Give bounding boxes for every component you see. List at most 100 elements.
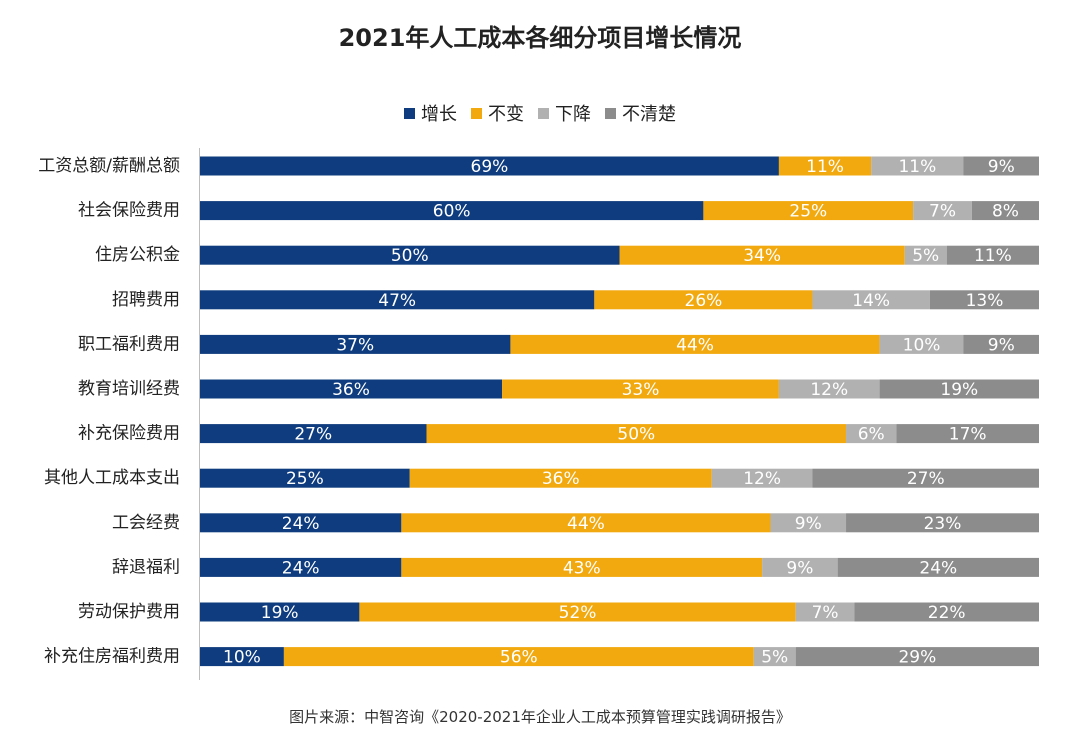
data-label-unchanged: 36%	[542, 469, 580, 489]
data-label-unchanged: 25%	[789, 202, 827, 222]
bar-segment-decrease	[913, 201, 972, 221]
data-label-unclear: 23%	[924, 514, 962, 534]
category-label: 辞退福利	[112, 557, 180, 577]
data-label-unchanged: 43%	[563, 558, 601, 578]
data-label-unchanged: 44%	[676, 335, 714, 355]
source-note: 图片来源：中智咨询《2020-2021年企业人工成本预算管理实践调研报告》	[289, 708, 791, 726]
bar-segment-unclear	[812, 468, 1039, 488]
data-label-unchanged: 34%	[743, 246, 781, 266]
data-label-unclear: 27%	[907, 469, 945, 489]
bar-segment-unclear	[879, 379, 1039, 399]
bar-segment-increase	[200, 201, 704, 221]
bar-segment-decrease	[846, 424, 897, 444]
bar-segment-unclear	[846, 513, 1039, 533]
bar-segment-unchanged	[510, 334, 880, 354]
data-label-increase: 19%	[261, 603, 299, 623]
category-label: 职工福利费用	[78, 334, 180, 354]
legend-item-unclear: 不清楚	[605, 100, 676, 126]
data-label-increase: 27%	[294, 425, 332, 445]
legend-label-decrease: 下降	[555, 104, 591, 125]
data-label-increase: 60%	[433, 202, 471, 222]
data-label-increase: 69%	[471, 157, 509, 177]
bar-segment-increase	[200, 602, 360, 622]
data-label-unclear: 29%	[898, 648, 936, 668]
bar-segment-increase	[200, 156, 779, 176]
data-label-unchanged: 26%	[685, 291, 723, 311]
bar-segment-unclear	[896, 424, 1039, 444]
bar-segment-unchanged	[619, 245, 905, 265]
category-label: 工资总额/薪酬总额	[38, 156, 180, 176]
bar-segment-unchanged	[778, 156, 872, 176]
bar-segment-unclear	[854, 602, 1039, 622]
data-label-decrease: 11%	[898, 157, 936, 177]
bar-segment-unclear	[963, 156, 1039, 176]
bar-segment-decrease	[879, 334, 964, 354]
data-label-unclear: 9%	[988, 157, 1015, 177]
bar-segment-increase	[200, 468, 410, 488]
data-label-increase: 24%	[282, 514, 320, 534]
bar-segment-unclear	[963, 334, 1039, 354]
bar-segment-increase	[200, 424, 427, 444]
data-label-unclear: 22%	[928, 603, 966, 623]
bar-segment-increase	[200, 379, 503, 399]
bar-segment-decrease	[770, 513, 847, 533]
bar-segment-unclear	[946, 245, 1039, 265]
data-label-unclear: 17%	[949, 425, 987, 445]
data-label-unclear: 8%	[992, 202, 1019, 222]
legend-item-increase: 增长	[404, 100, 457, 126]
bar-segment-increase	[200, 513, 402, 533]
data-label-increase: 25%	[286, 469, 324, 489]
data-label-decrease: 9%	[786, 558, 813, 578]
data-label-decrease: 5%	[912, 246, 939, 266]
legend-item-unchanged: 不变	[471, 100, 524, 126]
data-label-increase: 24%	[282, 558, 320, 578]
category-label: 住房公积金	[95, 245, 180, 265]
bar-segment-unchanged	[594, 290, 813, 310]
data-label-increase: 50%	[391, 246, 429, 266]
bar-segment-decrease	[904, 245, 947, 265]
bar-segment-increase	[200, 647, 284, 667]
data-label-unchanged: 44%	[567, 514, 605, 534]
data-label-decrease: 12%	[743, 469, 781, 489]
bar-segment-unclear	[795, 647, 1039, 667]
bar-segment-unchanged	[359, 602, 796, 622]
bar-segment-increase	[200, 557, 402, 577]
legend-label-unchanged: 不变	[488, 104, 524, 125]
bar-segment-unchanged	[409, 468, 712, 488]
data-label-unclear: 24%	[919, 558, 957, 578]
bar-segment-decrease	[795, 602, 855, 622]
bar-segment-unchanged	[401, 557, 763, 577]
category-label: 劳动保护费用	[78, 602, 180, 622]
data-label-unclear: 13%	[966, 291, 1004, 311]
data-label-increase: 37%	[336, 335, 374, 355]
data-label-unclear: 19%	[940, 380, 978, 400]
data-label-decrease: 10%	[903, 335, 941, 355]
category-label: 社会保险费用	[78, 201, 180, 221]
legend-swatch-unclear	[605, 107, 616, 119]
data-label-decrease: 6%	[858, 425, 885, 445]
legend-label-increase: 增长	[421, 104, 457, 125]
bar-segment-unchanged	[703, 201, 914, 221]
data-label-decrease: 7%	[929, 202, 956, 222]
data-label-increase: 10%	[223, 648, 261, 668]
bar-segment-decrease	[871, 156, 964, 176]
data-label-unchanged: 56%	[500, 648, 538, 668]
category-label: 教育培训经费	[78, 379, 180, 399]
bar-segment-increase	[200, 245, 620, 265]
legend-swatch-unchanged	[471, 107, 482, 119]
data-label-decrease: 5%	[761, 648, 788, 668]
bar-segment-increase	[200, 290, 595, 310]
chart-title: 2021年人工成本各细分项目增长情况	[338, 24, 742, 52]
chart-legend: 增长 不变 下降 不清楚	[0, 100, 1080, 126]
data-label-increase: 47%	[378, 291, 416, 311]
bar-segment-unchanged	[426, 424, 847, 444]
legend-swatch-increase	[404, 107, 415, 119]
data-label-unclear: 11%	[974, 246, 1012, 266]
bar-segment-increase	[200, 334, 511, 354]
category-label: 工会经费	[112, 513, 180, 533]
data-label-unchanged: 33%	[622, 380, 660, 400]
data-label-increase: 36%	[332, 380, 370, 400]
bar-segment-unchanged	[502, 379, 779, 399]
bar-segment-unclear	[971, 201, 1039, 221]
